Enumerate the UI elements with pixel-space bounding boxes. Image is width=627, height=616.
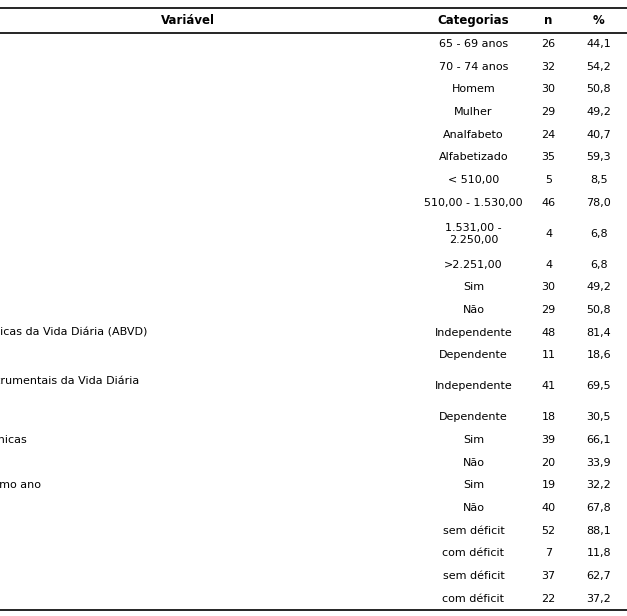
Text: 30: 30 [542,84,556,94]
Text: 33,9: 33,9 [586,458,611,468]
Text: Dependente: Dependente [439,412,508,422]
Text: 49,2: 49,2 [586,282,611,293]
Text: Alfabetizado: Alfabetizado [438,153,508,163]
Text: Categorias: Categorias [438,14,509,27]
Text: 4: 4 [545,260,552,270]
Text: 88,1: 88,1 [586,525,611,536]
Text: 29: 29 [542,305,556,315]
Text: 4: 4 [545,229,552,239]
Text: %: % [593,14,604,27]
Text: Homem: Homem [451,84,495,94]
Text: 32,2: 32,2 [586,480,611,490]
Text: 81,4: 81,4 [586,328,611,338]
Text: 22: 22 [542,594,556,604]
Text: 24: 24 [542,130,556,140]
Text: sem déficit: sem déficit [443,571,504,581]
Text: < 510,00: < 510,00 [448,175,499,185]
Text: com déficit: com déficit [443,548,504,558]
Text: 59,3: 59,3 [586,153,611,163]
Text: 11,8: 11,8 [586,548,611,558]
Text: Variável: Variável [161,14,215,27]
Text: 66,1: 66,1 [586,435,611,445]
Text: Independente: Independente [435,328,512,338]
Text: Não: Não [462,503,485,513]
Text: 39: 39 [542,435,556,445]
Text: 18: 18 [542,412,556,422]
Text: 20: 20 [542,458,556,468]
Text: 48: 48 [542,328,556,338]
Text: 32: 32 [542,62,556,71]
Text: 19: 19 [542,480,556,490]
Text: 40,7: 40,7 [586,130,611,140]
Text: 54,2: 54,2 [586,62,611,71]
Text: 49,2: 49,2 [586,107,611,117]
Text: Condições Crônicas: Condições Crônicas [0,435,27,445]
Text: >2.251,00: >2.251,00 [444,260,503,270]
Text: Independente: Independente [435,381,512,391]
Text: Sim: Sim [463,480,484,490]
Text: com déficit: com déficit [443,594,504,604]
Text: 62,7: 62,7 [586,571,611,581]
Text: 510,00 - 1.530,00: 510,00 - 1.530,00 [424,198,523,208]
Text: 6,8: 6,8 [590,229,608,239]
Text: Não: Não [462,458,485,468]
Text: 67,8: 67,8 [586,503,611,513]
Text: 18,6: 18,6 [586,351,611,360]
Text: 50,8: 50,8 [586,305,611,315]
Text: Mulher: Mulher [454,107,493,117]
Text: 7: 7 [545,548,552,558]
Text: Atividades Instrumentais da Vida Diária
(AIVD): Atividades Instrumentais da Vida Diária … [0,376,140,397]
Text: 8,5: 8,5 [590,175,608,185]
Text: 70 - 74 anos: 70 - 74 anos [439,62,508,71]
Text: 37,2: 37,2 [586,594,611,604]
Text: Sim: Sim [463,435,484,445]
Text: 26: 26 [542,39,556,49]
Text: 69,5: 69,5 [586,381,611,391]
Text: Atividades Básicas da Vida Diária (ABVD): Atividades Básicas da Vida Diária (ABVD) [0,328,148,338]
Text: n: n [544,14,553,27]
Text: Dependente: Dependente [439,351,508,360]
Text: 29: 29 [542,107,556,117]
Text: 6,8: 6,8 [590,260,608,270]
Text: Quedas no último ano: Quedas no último ano [0,480,41,490]
Text: Sim: Sim [463,282,484,293]
Text: 1.531,00 -
2.250,00: 1.531,00 - 2.250,00 [445,223,502,245]
Text: 65 - 69 anos: 65 - 69 anos [439,39,508,49]
Text: 30,5: 30,5 [586,412,611,422]
Text: 37: 37 [542,571,556,581]
Text: 11: 11 [542,351,556,360]
Text: 35: 35 [542,153,556,163]
Text: 78,0: 78,0 [586,198,611,208]
Text: 5: 5 [545,175,552,185]
Text: sem déficit: sem déficit [443,525,504,536]
Text: Não: Não [462,305,485,315]
Text: 40: 40 [542,503,556,513]
Text: 30: 30 [542,282,556,293]
Text: 46: 46 [542,198,556,208]
Text: 44,1: 44,1 [586,39,611,49]
Text: Analfabeto: Analfabeto [443,130,503,140]
Text: 52: 52 [542,525,556,536]
Text: 41: 41 [542,381,556,391]
Text: 50,8: 50,8 [586,84,611,94]
